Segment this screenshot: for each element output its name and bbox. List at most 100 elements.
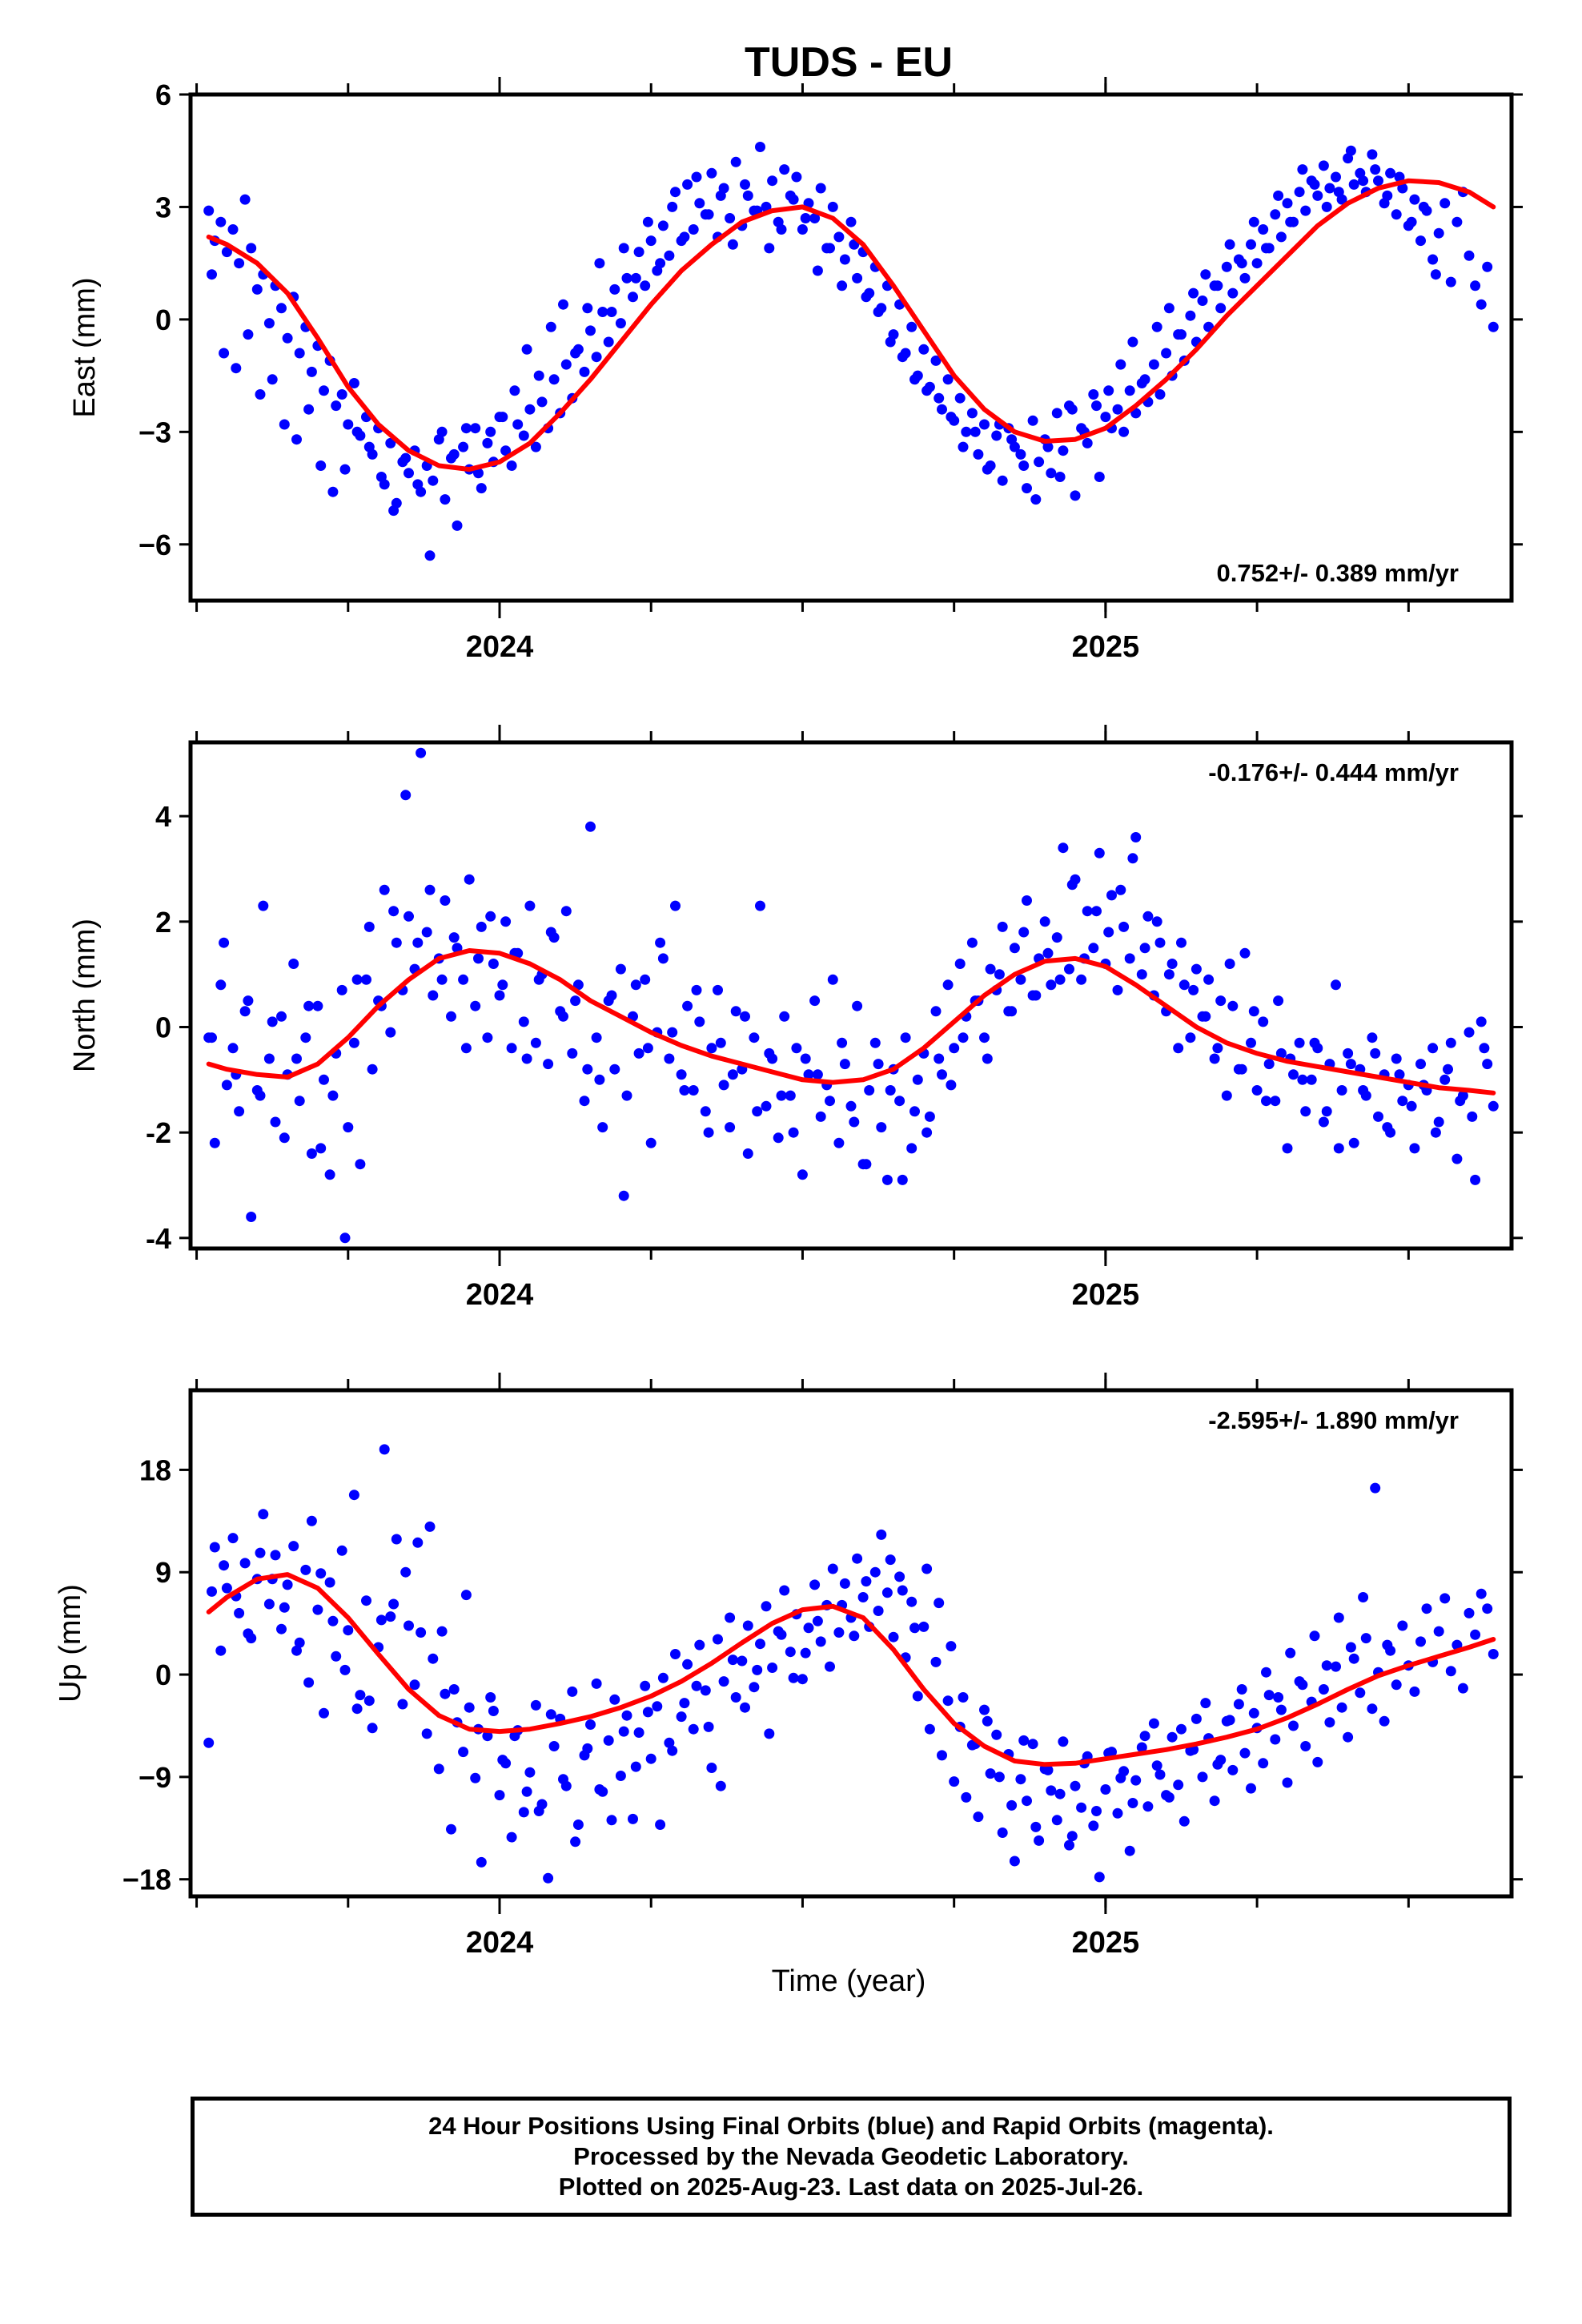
data-point (315, 1143, 327, 1154)
data-point (861, 1159, 872, 1170)
data-point (255, 1547, 266, 1558)
data-point (448, 932, 460, 943)
data-point (324, 1169, 335, 1180)
data-point (609, 1694, 620, 1705)
data-point (1439, 1593, 1451, 1604)
data-point (397, 1699, 408, 1710)
data-point (518, 1016, 529, 1027)
data-point (1163, 303, 1174, 314)
data-point (412, 937, 424, 948)
data-point (800, 213, 811, 223)
data-point (1091, 400, 1102, 412)
data-point (243, 1628, 254, 1639)
data-point (881, 1174, 893, 1185)
data-point (1358, 175, 1369, 187)
data-point (815, 183, 826, 194)
data-point (476, 483, 487, 494)
data-point (1176, 329, 1186, 340)
data-point (776, 1090, 787, 1101)
data-point (1397, 183, 1408, 194)
data-point (494, 990, 505, 1001)
data-point (725, 1122, 736, 1133)
data-point (361, 1595, 371, 1606)
data-point (628, 1813, 638, 1824)
data-point (306, 1515, 317, 1526)
data-point (1009, 943, 1020, 954)
data-point (1452, 1153, 1463, 1164)
data-point (1430, 269, 1441, 280)
y-tick-label: 6 (155, 78, 171, 111)
data-point (591, 352, 602, 363)
data-point (909, 1622, 920, 1634)
data-point (1457, 1683, 1468, 1694)
data-point (930, 1006, 942, 1017)
data-point (339, 1664, 351, 1675)
data-point (1246, 239, 1256, 250)
data-point (533, 974, 544, 985)
data-point (1006, 434, 1018, 445)
data-point (812, 265, 823, 276)
data-point (812, 1615, 823, 1626)
data-point (1088, 943, 1099, 954)
data-point (1333, 187, 1344, 198)
data-point (521, 344, 532, 355)
data-point (630, 272, 641, 283)
data-point (404, 1620, 414, 1631)
data-point (703, 1721, 714, 1732)
data-point (363, 1695, 375, 1707)
data-point (934, 1598, 945, 1609)
data-point (1046, 1785, 1057, 1796)
data-point (667, 1745, 678, 1756)
data-point (315, 460, 327, 471)
fit-curve (206, 178, 1496, 472)
data-point (300, 1564, 311, 1575)
data-point (267, 374, 278, 385)
data-point (657, 1672, 669, 1683)
data-point (1030, 990, 1042, 1001)
data-point (1091, 906, 1102, 917)
data-point (543, 1059, 554, 1070)
data-point (1066, 404, 1078, 415)
data-point (869, 1566, 881, 1578)
panel-2: 4 2 0 -2 -4 2024 2025 North (mm) -0.176+/- 0.444… (68, 725, 1523, 1312)
data-point (642, 1707, 653, 1718)
data-point (246, 243, 257, 254)
data-point (1336, 1702, 1347, 1713)
data-point (1318, 160, 1329, 171)
data-point (485, 426, 496, 437)
data-point (231, 363, 242, 374)
data-point (579, 1096, 590, 1107)
data-point (1348, 1653, 1359, 1664)
data-point (800, 1053, 811, 1064)
data-point (567, 1047, 578, 1059)
data-point (924, 1111, 935, 1122)
data-point (1224, 239, 1235, 250)
data-point (1094, 1872, 1105, 1883)
data-point (209, 1137, 220, 1148)
data-point (221, 1080, 232, 1091)
data-point (509, 1731, 520, 1742)
data-point (966, 408, 978, 419)
data-point (645, 235, 656, 247)
data-point (327, 1615, 339, 1626)
data-point (1030, 494, 1042, 505)
data-point (809, 1579, 821, 1590)
data-point (1488, 1100, 1499, 1112)
data-point (713, 1634, 723, 1645)
data-point (1367, 149, 1378, 160)
data-point (861, 292, 872, 303)
data-point (1395, 0, 1405, 6)
data-point (1058, 445, 1069, 456)
data-point (682, 1659, 693, 1670)
data-point (645, 1753, 656, 1764)
data-point (1027, 1739, 1038, 1750)
data-point (833, 1627, 845, 1638)
y-tick-label: 3 (155, 191, 171, 223)
data-point (227, 1043, 239, 1054)
data-point (958, 1692, 969, 1703)
data-point (1248, 1707, 1259, 1719)
data-point (749, 1682, 760, 1693)
data-point (497, 979, 508, 991)
x-tick-label: 2025 (1072, 1278, 1140, 1312)
data-point (1263, 1690, 1275, 1701)
